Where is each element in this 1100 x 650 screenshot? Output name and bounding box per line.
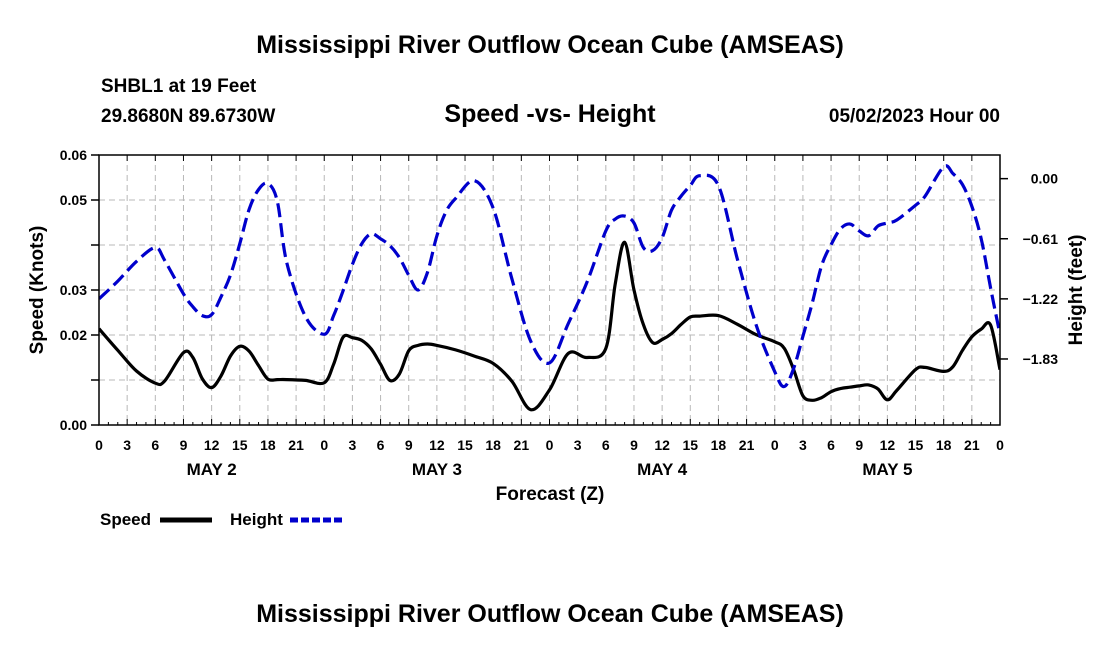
y2-axis-title: Height (feet) bbox=[1066, 235, 1087, 346]
x-tick-label: 12 bbox=[880, 437, 896, 453]
x-tick-label: 12 bbox=[429, 437, 445, 453]
x-tick-label: 15 bbox=[232, 437, 248, 453]
day-label: MAY 3 bbox=[412, 460, 462, 479]
x-tick-label: 3 bbox=[574, 437, 582, 453]
height-series-line bbox=[99, 164, 1000, 389]
x-tick-label: 6 bbox=[602, 437, 610, 453]
legend-height-label: Height bbox=[230, 510, 283, 529]
x-tick-label: 15 bbox=[682, 437, 698, 453]
axis-labels: 0 3 6 9 12 15 18 21 0 3 6 9 12 15 18 21 0 3 6 9 12 15 18 21 0 3 6 9… bbox=[60, 147, 1058, 479]
y-tick-label: 0.06 bbox=[60, 147, 87, 163]
x-tick-label: 15 bbox=[457, 437, 473, 453]
x-tick-label: 0 bbox=[996, 437, 1004, 453]
x-tick-label: 21 bbox=[739, 437, 755, 453]
x-tick-label: 9 bbox=[630, 437, 638, 453]
y-tick-label: 0.00 bbox=[60, 417, 87, 433]
x-tick-label: 9 bbox=[855, 437, 863, 453]
x-tick-label: 18 bbox=[485, 437, 501, 453]
y-axis-title: Speed (Knots) bbox=[27, 226, 48, 355]
x-tick-label: 9 bbox=[180, 437, 188, 453]
speed-series-line bbox=[99, 240, 1000, 412]
speed-height-chart: 0 3 6 9 12 15 18 21 0 3 6 9 12 15 18 21 0 3 6 9 12 15 18 21 0 3 6 9… bbox=[27, 147, 1087, 529]
y-tick-label: 0.02 bbox=[60, 327, 87, 343]
x-tick-label: 21 bbox=[514, 437, 530, 453]
x-axis-title: Forecast (Z) bbox=[496, 484, 605, 505]
x-tick-label: 0 bbox=[95, 437, 103, 453]
x-tick-label: 3 bbox=[799, 437, 807, 453]
series-lines bbox=[99, 164, 1000, 412]
grid-lines bbox=[99, 155, 1000, 425]
x-tick-label: 18 bbox=[260, 437, 276, 453]
day-label: MAY 5 bbox=[862, 460, 912, 479]
x-tick-label: 12 bbox=[654, 437, 670, 453]
y2-tick-label: 0.00 bbox=[1031, 171, 1058, 187]
x-tick-label: 15 bbox=[908, 437, 924, 453]
x-tick-label: 21 bbox=[964, 437, 980, 453]
legend-speed-label: Speed bbox=[100, 510, 151, 529]
x-tick-label: 12 bbox=[204, 437, 220, 453]
y-tick-label: 0.05 bbox=[60, 192, 87, 208]
x-tick-label: 6 bbox=[151, 437, 159, 453]
x-tick-label: 0 bbox=[320, 437, 328, 453]
plot-subtitle: Speed -vs- Height bbox=[444, 100, 656, 128]
x-tick-label: 3 bbox=[349, 437, 357, 453]
x-tick-label: 18 bbox=[711, 437, 727, 453]
x-tick-label: 3 bbox=[123, 437, 131, 453]
x-tick-label: 0 bbox=[546, 437, 554, 453]
y2-tick-label: −1.22 bbox=[1023, 291, 1059, 307]
day-label: MAY 2 bbox=[187, 460, 237, 479]
x-tick-label: 21 bbox=[288, 437, 304, 453]
footer-title: Mississippi River Outflow Ocean Cube (AM… bbox=[256, 600, 844, 628]
legend: Speed Height bbox=[100, 510, 342, 529]
x-tick-label: 0 bbox=[771, 437, 779, 453]
forecast-time: 05/02/2023 Hour 00 bbox=[828, 106, 1000, 127]
y-tick-label: 0.03 bbox=[60, 282, 87, 298]
station-coordinates: 29.8680N 89.6730W bbox=[101, 106, 276, 127]
y2-tick-label: −0.61 bbox=[1023, 231, 1059, 247]
x-tick-label: 6 bbox=[827, 437, 835, 453]
plot-frame bbox=[98, 154, 1001, 426]
day-label: MAY 4 bbox=[637, 460, 688, 479]
chart-title: Mississippi River Outflow Ocean Cube (AM… bbox=[256, 31, 844, 59]
y2-tick-label: −1.83 bbox=[1023, 351, 1059, 367]
x-tick-label: 9 bbox=[405, 437, 413, 453]
x-tick-label: 18 bbox=[936, 437, 952, 453]
x-tick-label: 6 bbox=[377, 437, 385, 453]
station-name-depth: SHBL1 at 19 Feet bbox=[101, 76, 257, 97]
